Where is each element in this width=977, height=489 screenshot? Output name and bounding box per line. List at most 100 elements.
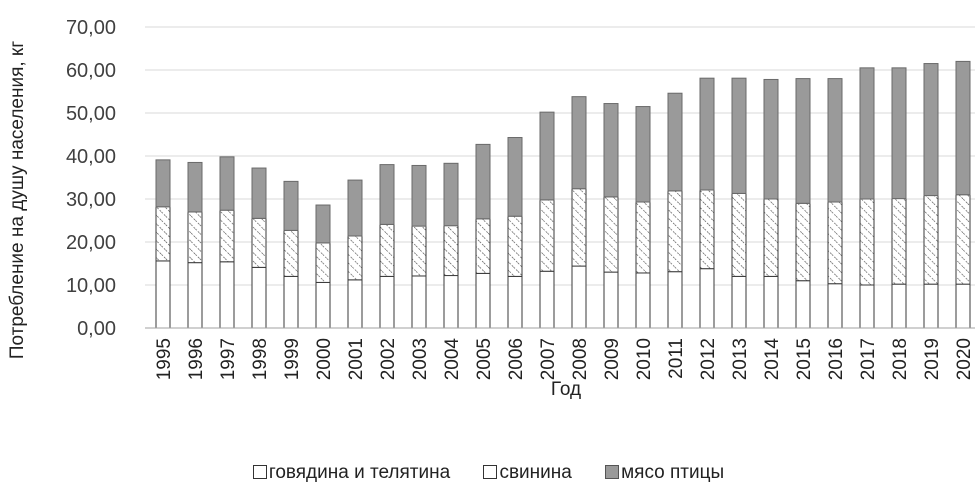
x-tick-label: 1996 [186,338,207,380]
y-axis-label: Потребление на душу населения, кг [7,41,28,359]
gridlines [145,27,975,285]
bar-poultry [444,163,458,225]
bar-pork [316,243,330,283]
legend-swatch-beef [253,465,267,479]
bar-poultry [892,68,906,199]
bar-pork [892,199,906,285]
bar-pork [380,224,394,276]
bar-poultry [476,144,490,218]
bar-pork [220,210,234,262]
legend: говядина и телятина свинина мясо птицы [0,462,977,484]
y-tick-label: 70,00 [66,17,116,39]
bar-pork [668,191,682,272]
x-tick-label: 2018 [890,338,911,380]
x-tick-labels: 1995 1996 1997 1998 1999 2000 2001 2002 2003 2004… [154,338,975,381]
bar-poultry [668,93,682,191]
x-tick-label: 2002 [378,338,399,380]
bar-pork [732,193,746,276]
bar-poultry [508,138,522,217]
legend-item-poultry: мясо птицы [605,462,724,484]
bar-beef [252,267,266,328]
bar-poultry [412,165,426,226]
x-tick-label: 2004 [442,338,463,381]
bar-poultry [348,180,362,236]
x-tick-label: 2009 [602,338,623,380]
bar-pork [860,199,874,285]
bar-pork [508,216,522,276]
x-tick-label: 2014 [762,338,783,381]
x-tick-label: 1995 [154,338,175,380]
bar-beef [764,276,778,328]
bar-pork [956,195,970,284]
bar-poultry [284,181,298,230]
x-tick-label: 2007 [538,338,559,380]
bar-beef [668,272,682,328]
x-tick-label: 1997 [218,338,239,380]
bar-beef [796,281,810,328]
bar-pork [348,236,362,280]
bar-beef [476,273,490,328]
bar-poultry [828,79,842,202]
bar-pork [828,202,842,284]
legend-item-beef: говядина и телятина [253,462,450,484]
x-tick-label: 2013 [730,338,751,380]
bar-pork [764,199,778,276]
bar-pork [188,212,202,263]
y-tick-label: 30,00 [66,189,116,211]
x-tick-label: 2020 [954,338,975,380]
x-tick-label: 2001 [346,338,367,380]
bar-beef [284,276,298,328]
bar-poultry [540,112,554,200]
x-tick-label: 1998 [250,338,271,380]
legend-swatch-pork [483,465,497,479]
bar-poultry [700,78,714,190]
legend-label-beef: говядина и телятина [269,462,450,483]
y-tick-label: 0,00 [77,318,116,340]
bar-pork [156,207,170,261]
x-tick-label: 2016 [826,338,847,380]
x-tick-label: 2005 [474,338,495,380]
bar-poultry [956,61,970,194]
legend-swatch-poultry [605,465,619,479]
y-tick-label: 40,00 [66,146,116,168]
bar-poultry [380,165,394,225]
bar-poultry [188,162,202,211]
y-tick-labels: 0,00 10,00 20,00 30,00 40,00 50,00 60,00 70,00 [66,17,116,340]
bar-poultry [316,205,330,243]
bar-beef [572,266,586,328]
bar-poultry [796,79,810,204]
bar-pork [540,200,554,271]
bar-poultry [636,107,650,202]
bar-pork [252,218,266,267]
legend-label-poultry: мясо птицы [621,462,724,483]
y-tick-label: 50,00 [66,103,116,125]
bar-beef [700,269,714,328]
bar-poultry [572,97,586,189]
bars [156,61,970,328]
bar-beef [316,282,330,328]
bar-beef [956,284,970,328]
bar-beef [732,276,746,328]
bar-pork [604,197,618,272]
bar-beef [412,276,426,328]
bar-beef [220,262,234,328]
bar-pork [412,226,426,276]
bar-beef [636,273,650,328]
x-tick-label: 2003 [410,338,431,380]
bar-beef [828,284,842,328]
bar-beef [348,280,362,328]
x-tick-label: 2006 [506,338,527,380]
bar-beef [892,284,906,328]
bar-poultry [732,78,746,193]
y-tick-label: 20,00 [66,232,116,254]
x-tick-label: 1999 [282,338,303,380]
bar-pork [700,190,714,269]
bar-pork [572,189,586,266]
bar-beef [444,276,458,328]
bar-beef [540,271,554,328]
y-tick-label: 60,00 [66,60,116,82]
x-tick-label: 2012 [698,338,719,380]
y-tick-label: 10,00 [66,275,116,297]
bar-beef [508,276,522,328]
legend-item-pork: свинина [483,462,571,484]
